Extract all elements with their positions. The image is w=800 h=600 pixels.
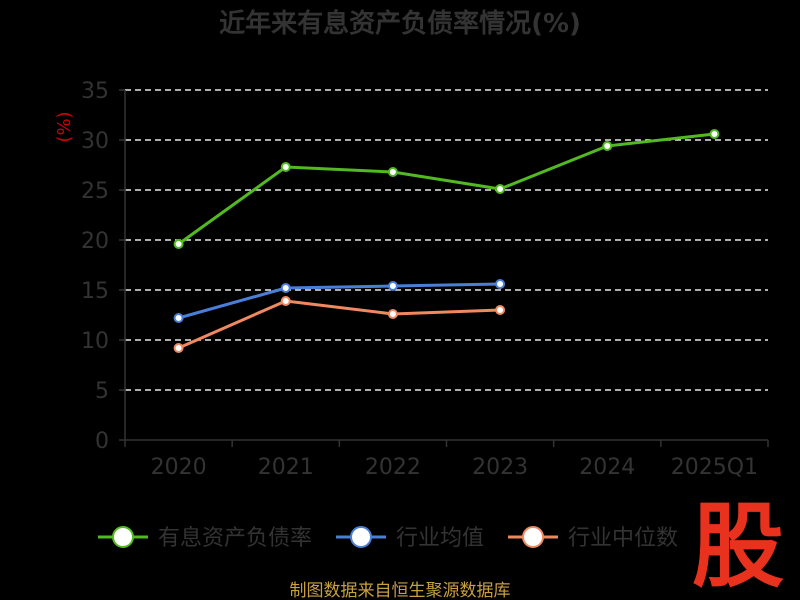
series-line-2	[177, 299, 501, 350]
x-tick-label: 2021	[258, 455, 314, 480]
x-tick-label: 2024	[579, 455, 635, 480]
x-tick-label: 2022	[365, 455, 421, 480]
y-tick-label: 20	[81, 229, 109, 254]
y-tick-label: 0	[95, 429, 109, 454]
legend-swatch-marker	[522, 526, 545, 548]
legend-swatch-marker	[112, 526, 134, 548]
legend-label: 有息资产负债率	[158, 526, 312, 551]
series-line-0	[177, 132, 715, 246]
legend: 有息资产负债率 行业均值 行业中位数	[98, 526, 678, 551]
series-line-1	[178, 282, 501, 320]
data-point	[280, 162, 291, 172]
data-point	[495, 305, 506, 315]
y-tick-label: 10	[81, 329, 109, 354]
data-point	[387, 281, 398, 291]
data-point	[602, 141, 613, 151]
grid	[119, 89, 768, 441]
data-point	[387, 309, 398, 319]
y-tick-labels: 0 5 10 15 20 25 30 35	[81, 79, 109, 454]
legend-label: 行业均值	[396, 526, 484, 551]
series-layer	[173, 129, 720, 353]
x-tick-label: 2025Q1	[671, 455, 758, 480]
y-tick-label: 15	[81, 279, 109, 304]
data-point	[709, 129, 720, 139]
x-tick-labels: 2020 2021 2022 2023 2024 2025Q1	[151, 455, 758, 480]
data-point	[173, 313, 184, 323]
y-tick-label: 35	[81, 79, 109, 104]
y-tick-label: 5	[95, 379, 109, 404]
chart-title: 近年来有息资产负债率情况(%)	[219, 8, 581, 39]
data-point	[495, 279, 506, 289]
legend-label: 行业中位数	[568, 526, 678, 551]
y-tick-label: 25	[81, 179, 109, 204]
y-tick-label: 30	[81, 129, 109, 154]
data-point	[173, 343, 184, 353]
data-point	[280, 283, 291, 293]
data-point	[280, 296, 291, 306]
legend-swatch-marker	[350, 526, 373, 548]
x-tick-label: 2020	[151, 455, 207, 480]
brand-logo: 股	[692, 493, 784, 600]
x-tick-label: 2023	[472, 455, 528, 480]
y-axis-unit: (%)	[54, 111, 75, 142]
source-note: 制图数据来自恒生聚源数据库	[290, 581, 511, 600]
data-point	[495, 184, 506, 194]
data-point	[387, 167, 398, 177]
data-point	[173, 239, 184, 249]
axes	[124, 90, 769, 447]
